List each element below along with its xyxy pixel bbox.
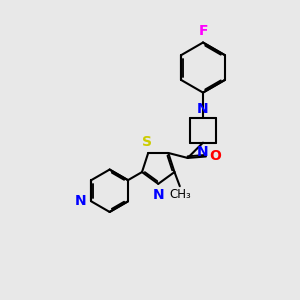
Text: N: N — [197, 145, 209, 159]
Text: N: N — [75, 194, 87, 208]
Text: N: N — [197, 101, 209, 116]
Text: N: N — [152, 188, 164, 202]
Text: CH₃: CH₃ — [169, 188, 191, 201]
Text: O: O — [209, 149, 221, 164]
Text: S: S — [142, 135, 152, 149]
Text: F: F — [198, 24, 208, 38]
